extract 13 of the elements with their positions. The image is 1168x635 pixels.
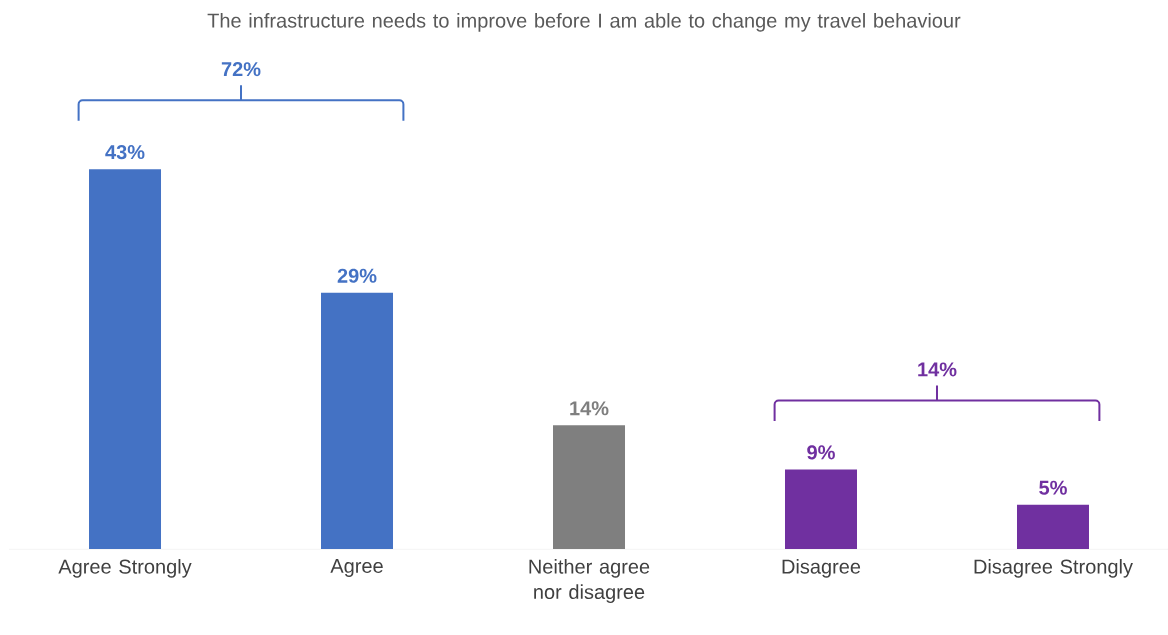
chart-title: The infrastructure needs to improve before I am able to change my travel behaviour bbox=[207, 13, 961, 32]
data-label: 5% bbox=[1039, 480, 1067, 495]
data-label: 9% bbox=[807, 445, 835, 460]
x-tick-label: Disagree Strongly bbox=[974, 559, 1133, 578]
data-label: 14% bbox=[570, 401, 609, 416]
annotation: 14% bbox=[918, 362, 957, 377]
x-tick-label: Agree Strongly bbox=[58, 559, 192, 578]
x-tick-label: Agree bbox=[330, 559, 383, 577]
data-label: 29% bbox=[337, 268, 377, 283]
x-tick-label: Disagree bbox=[782, 559, 861, 578]
x-tick-label: Neither agree nor disagree bbox=[529, 559, 650, 603]
data-label: 43% bbox=[105, 144, 145, 160]
text: 72% bbox=[221, 62, 261, 77]
